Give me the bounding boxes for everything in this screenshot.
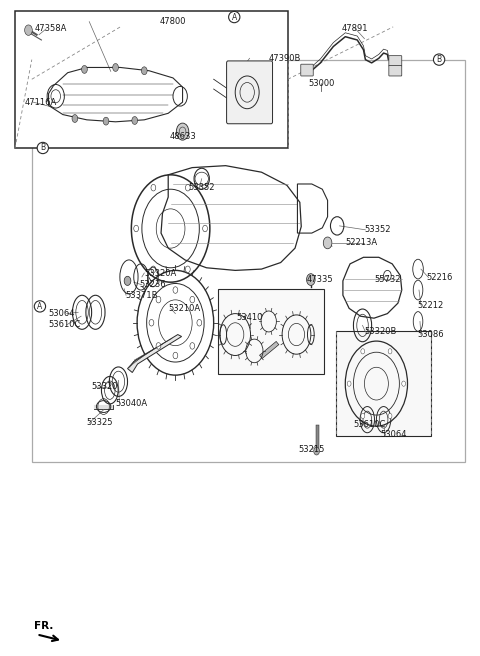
Circle shape: [176, 123, 189, 140]
Text: 53610C: 53610C: [353, 420, 385, 430]
Circle shape: [388, 349, 392, 354]
Circle shape: [185, 266, 190, 273]
Circle shape: [402, 381, 406, 386]
Circle shape: [82, 66, 87, 73]
Text: 47335: 47335: [307, 275, 334, 284]
FancyBboxPatch shape: [389, 66, 402, 76]
Text: 52212: 52212: [417, 300, 444, 310]
FancyBboxPatch shape: [389, 56, 402, 66]
Circle shape: [113, 64, 119, 72]
Circle shape: [314, 447, 320, 455]
Circle shape: [203, 225, 207, 232]
Circle shape: [151, 266, 156, 273]
Circle shape: [307, 274, 315, 285]
Circle shape: [347, 381, 351, 386]
Circle shape: [24, 25, 32, 35]
Text: 48633: 48633: [169, 132, 196, 140]
Bar: [218, 289, 324, 374]
Text: 53040A: 53040A: [116, 399, 148, 408]
Circle shape: [151, 184, 156, 191]
Circle shape: [149, 319, 154, 326]
Text: 53352: 53352: [189, 183, 215, 192]
Text: B: B: [40, 144, 46, 152]
Text: 53410: 53410: [236, 313, 263, 322]
Text: FR.: FR.: [34, 621, 54, 631]
Text: 53325: 53325: [87, 419, 113, 428]
Text: 53610C: 53610C: [48, 320, 81, 329]
Bar: [15, 10, 288, 148]
Polygon shape: [128, 335, 181, 373]
Text: 52213A: 52213A: [345, 238, 377, 247]
Circle shape: [323, 237, 332, 249]
Circle shape: [132, 117, 138, 125]
Text: 53320A: 53320A: [144, 268, 177, 277]
Text: 47116A: 47116A: [24, 98, 57, 107]
FancyBboxPatch shape: [301, 64, 313, 76]
Text: 52216: 52216: [427, 273, 453, 282]
Text: 53236: 53236: [140, 280, 166, 289]
Bar: [336, 331, 432, 436]
Text: 53320: 53320: [92, 382, 118, 392]
Text: 47390B: 47390B: [269, 54, 301, 63]
Circle shape: [388, 413, 392, 419]
Circle shape: [361, 349, 365, 354]
Circle shape: [156, 297, 161, 303]
FancyBboxPatch shape: [227, 61, 273, 124]
Circle shape: [361, 413, 365, 419]
Circle shape: [190, 342, 195, 349]
Text: B: B: [436, 55, 442, 64]
Text: 53320B: 53320B: [364, 327, 397, 337]
Circle shape: [156, 342, 161, 349]
Bar: [32, 60, 465, 462]
Text: 53215: 53215: [299, 445, 325, 454]
Circle shape: [190, 297, 195, 303]
Circle shape: [103, 117, 109, 125]
Circle shape: [134, 225, 139, 232]
Text: A: A: [232, 12, 237, 22]
Text: 47891: 47891: [342, 24, 368, 33]
Text: 55732: 55732: [374, 275, 400, 284]
Text: 53064: 53064: [380, 430, 407, 440]
Text: 53352: 53352: [364, 225, 391, 234]
Circle shape: [173, 287, 178, 293]
Circle shape: [197, 319, 202, 326]
Text: 53000: 53000: [308, 79, 335, 88]
Text: 53086: 53086: [417, 330, 444, 339]
Circle shape: [72, 115, 78, 123]
Text: 53064: 53064: [48, 309, 75, 318]
Circle shape: [185, 184, 190, 191]
Text: A: A: [37, 302, 43, 311]
Circle shape: [124, 276, 131, 285]
Text: 53371B: 53371B: [125, 291, 157, 300]
Circle shape: [142, 67, 147, 75]
Text: 47800: 47800: [160, 17, 186, 26]
Text: 47358A: 47358A: [34, 24, 67, 33]
Text: 53210A: 53210A: [168, 304, 200, 313]
Circle shape: [173, 352, 178, 359]
